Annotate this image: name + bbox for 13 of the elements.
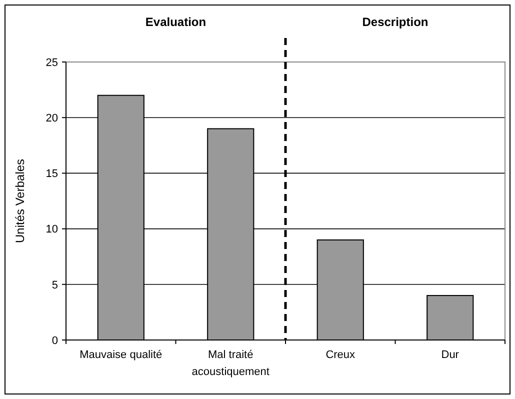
y-axis-title: Unités Verbales xyxy=(13,158,27,244)
y-tick-label: 15 xyxy=(46,168,58,180)
y-tick-label: 5 xyxy=(52,279,58,292)
y-tick-label: 0 xyxy=(52,334,58,347)
x-tick-label: Creux xyxy=(326,349,356,361)
x-tick-label: Dur xyxy=(441,349,460,361)
x-tick-label: Mal traité acoustiquement xyxy=(192,349,270,378)
y-tick-label: 20 xyxy=(46,112,58,124)
text: Description xyxy=(362,15,428,29)
text: Evaluation xyxy=(145,15,206,29)
y-tick-label: 10 xyxy=(46,224,58,236)
x-tick-label: Mauvaise qualité xyxy=(80,349,162,361)
y-tick-label: 25 xyxy=(46,56,58,69)
